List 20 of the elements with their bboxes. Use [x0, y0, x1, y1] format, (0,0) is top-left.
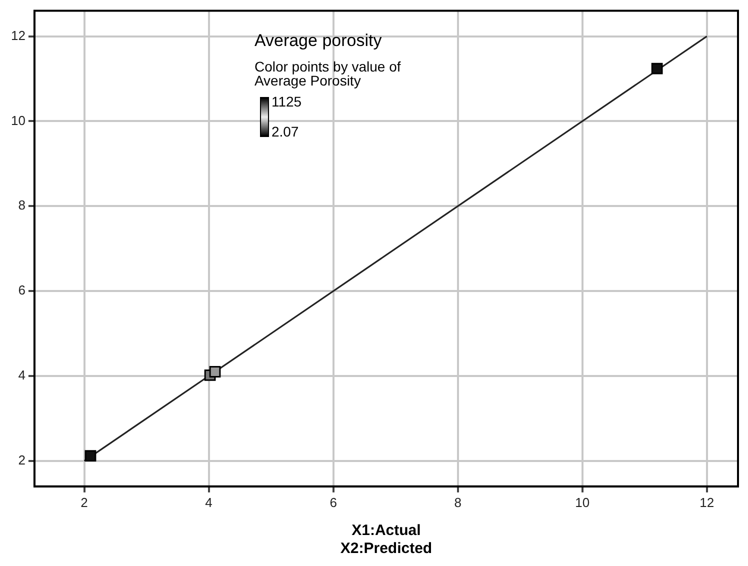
annotation: 1125 [271, 94, 302, 110]
annotation: 2.07 [271, 124, 299, 140]
point [84, 450, 96, 462]
text: Average porosity [254, 30, 382, 50]
y-tick-label: 4 [18, 368, 26, 383]
x-tick-label: 2 [80, 494, 88, 510]
x-tick-label: 4 [205, 494, 212, 510]
y-tick-label: 6 [18, 282, 26, 298]
point [651, 62, 663, 74]
y-tick-label: 2 [18, 452, 26, 468]
x-tick-label: 12 [700, 494, 714, 510]
y-tick-label: 12 [10, 28, 26, 43]
x-tick-label: 6 [330, 494, 337, 510]
y-tick-label: 8 [18, 198, 26, 213]
x-tick-label: 8 [454, 494, 462, 510]
x-tick-label: 10 [575, 494, 590, 510]
x-axis-title: X1:Actual X2:Predicted [340, 522, 432, 558]
y-tick-label: 10 [10, 112, 26, 128]
annotation: Color points by value of Average Porosity [254, 58, 401, 89]
point [209, 366, 221, 378]
